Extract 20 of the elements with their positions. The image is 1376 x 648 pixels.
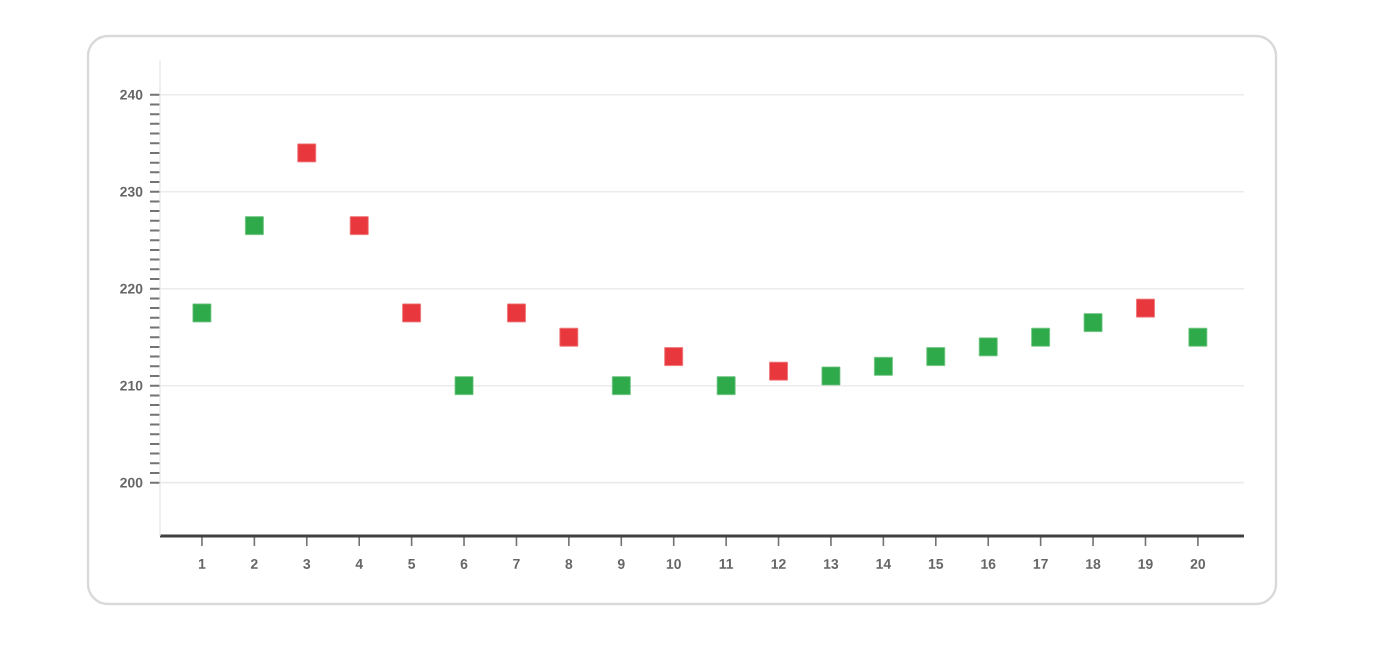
point (1188, 327, 1208, 347)
point (349, 216, 369, 236)
point (244, 216, 264, 236)
point (716, 376, 736, 396)
point (1083, 313, 1103, 333)
point (1136, 298, 1155, 318)
point (611, 376, 631, 396)
point (402, 303, 422, 323)
point (821, 366, 841, 386)
point (769, 361, 788, 381)
point (507, 303, 526, 323)
point (192, 303, 212, 323)
point (1031, 327, 1051, 347)
point (297, 143, 317, 163)
point (978, 337, 998, 357)
point (664, 347, 684, 366)
point (454, 376, 474, 396)
point (873, 356, 893, 376)
point (926, 347, 946, 366)
point (559, 327, 579, 347)
